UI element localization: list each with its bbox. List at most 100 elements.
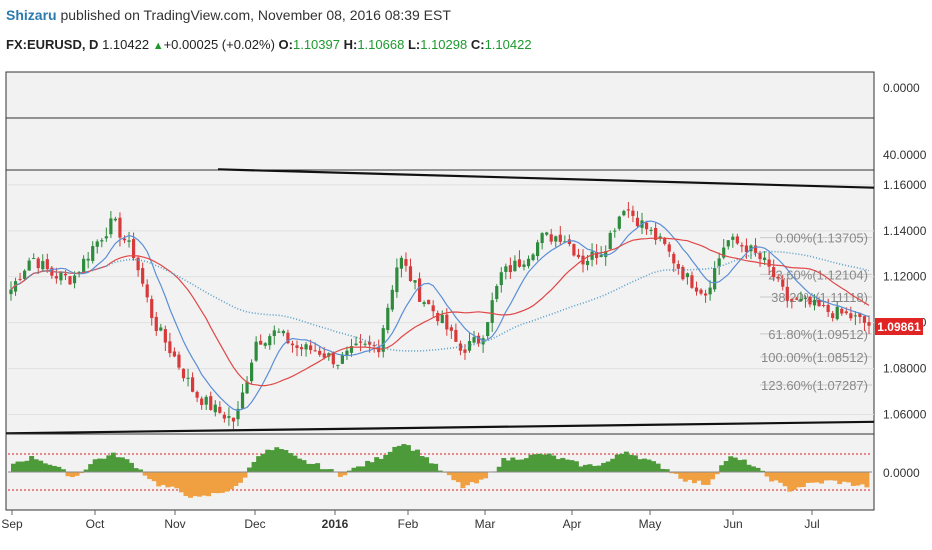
oscillator-bar: [859, 472, 865, 485]
oscillator-bar: [728, 456, 734, 472]
candle-body: [109, 218, 113, 235]
candle-body: [558, 234, 562, 242]
oscillator-bar: [773, 472, 779, 481]
oscillator-bar: [396, 445, 402, 472]
candle-body: [486, 322, 490, 337]
candle-body: [476, 335, 481, 344]
author-link[interactable]: Shizaru: [6, 7, 57, 23]
oscillator-bar: [283, 450, 289, 472]
pane1-tick: 0.0000: [883, 81, 920, 95]
lower-trendline: [5, 420, 875, 435]
candle-body: [209, 396, 213, 410]
candle-body: [604, 251, 608, 257]
candle-body: [490, 300, 494, 323]
candle-body: [268, 336, 272, 346]
candle-body: [177, 354, 181, 368]
oscillator-bar: [596, 465, 602, 472]
candle-body: [45, 259, 49, 270]
oscillator-bar: [814, 472, 820, 483]
price-axis[interactable]: 1.160001.140001.120001.100001.080001.060…: [883, 178, 927, 422]
candle-body: [186, 377, 190, 379]
oscillator-bar: [360, 466, 366, 472]
oscillator-bar: [832, 472, 838, 481]
oscillator-bar: [569, 460, 575, 472]
candle-body: [413, 280, 417, 283]
ma-long-dotted-line: [10, 250, 870, 352]
fib-label: 0.00%(1.13705): [775, 231, 868, 246]
oscillator-bar: [101, 458, 107, 472]
candle-body: [540, 233, 544, 244]
candle-body: [240, 392, 245, 409]
oscillator-bar: [224, 472, 230, 492]
chart-area[interactable]: 0.0000 40.0000 0.00%(1.13705) 23.60%(1.12…: [0, 62, 932, 550]
candle-body: [259, 340, 263, 345]
oscillator-bar: [110, 452, 116, 472]
oscillator-bar: [142, 472, 148, 476]
oscillator-bar: [510, 457, 516, 472]
candle-body: [36, 258, 40, 269]
candle-body: [513, 260, 517, 272]
oscillator-bar: [505, 460, 511, 472]
candle-body: [358, 341, 363, 343]
oscillator-bar: [383, 454, 389, 472]
oscillator-bar: [119, 457, 125, 472]
oscillator-bar: [610, 458, 616, 472]
oscillator-bar: [251, 462, 257, 472]
candle-body: [72, 275, 77, 284]
oscillator-bar: [47, 464, 53, 472]
oscillator-bar: [637, 459, 643, 472]
oscillator-bar: [601, 462, 607, 472]
oscillator-bar: [796, 472, 802, 488]
candle-body: [517, 259, 522, 267]
oscillator-bar: [274, 447, 280, 472]
oscillator-bar: [809, 472, 815, 483]
up-arrow-icon: ▲: [152, 40, 164, 52]
oscillator-bar: [846, 472, 852, 483]
open-value: 1.10397: [292, 37, 340, 52]
candle-body: [576, 254, 581, 258]
oscillator-bar: [719, 465, 725, 472]
candle-body: [722, 247, 726, 258]
candle-body: [9, 289, 13, 295]
candle-body: [372, 345, 376, 347]
oscillator-bar: [292, 455, 298, 472]
oscillator-bar: [228, 472, 234, 490]
high-label: H:: [343, 37, 358, 52]
candle-body: [731, 236, 735, 240]
oscillator-bar: [192, 472, 198, 497]
candle-body: [663, 238, 667, 244]
oscillator-bar: [514, 459, 520, 472]
candle-body: [740, 245, 744, 247]
candle-body: [281, 330, 285, 334]
oscillator-bar: [537, 453, 543, 472]
oscillator-bar: [160, 472, 166, 485]
oscillator-bar: [850, 472, 856, 486]
published-text: published on TradingView.com, November 0…: [60, 7, 451, 23]
oscillator-bar: [828, 472, 834, 481]
oscillator-bar: [542, 454, 548, 472]
candle-body: [762, 257, 767, 261]
oscillator-bar: [201, 472, 207, 496]
candle-body: [290, 343, 295, 346]
symbol-label[interactable]: FX:EURUSD, D: [6, 37, 99, 52]
oscillator-bar: [401, 444, 407, 472]
oscillator-bar: [129, 462, 134, 472]
candle-body: [163, 329, 167, 343]
oscillator-bar: [578, 466, 584, 472]
oscillator-bar: [632, 455, 638, 472]
fib-label: 61.80%(1.09512): [768, 327, 868, 342]
oscillator-bar: [805, 472, 811, 483]
time-axis[interactable]: Sep Oct Nov Dec 2016 Feb Mar Apr May Jun Jul: [1, 510, 820, 531]
oscillator-bar: [592, 465, 598, 472]
candle-body: [776, 276, 780, 278]
fib-label: 100.00%(1.08512): [761, 350, 868, 365]
candle-body: [340, 354, 344, 364]
oscillator-bar: [787, 472, 793, 492]
oscillator-bar: [169, 472, 175, 487]
candle-body: [295, 345, 299, 348]
candle-body: [245, 381, 249, 394]
oscillator-bar: [573, 461, 579, 472]
oscillator-bar: [156, 472, 162, 487]
candle-body: [572, 244, 576, 256]
oscillator-bar: [778, 472, 784, 483]
